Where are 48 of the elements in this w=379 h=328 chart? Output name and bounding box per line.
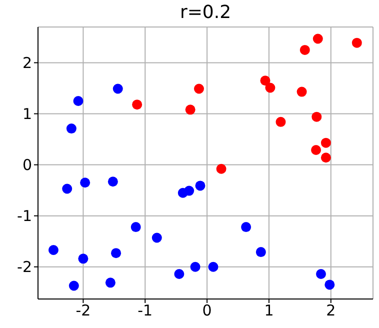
point bbox=[265, 82, 276, 93]
point bbox=[194, 84, 204, 94]
point bbox=[66, 124, 76, 134]
point bbox=[111, 248, 122, 258]
point bbox=[112, 84, 123, 94]
point bbox=[185, 104, 196, 115]
point bbox=[312, 34, 323, 44]
point bbox=[256, 247, 266, 258]
point bbox=[132, 100, 142, 110]
point bbox=[80, 178, 90, 188]
point bbox=[195, 180, 206, 191]
y-tick-label: -2 bbox=[17, 258, 32, 276]
point bbox=[311, 144, 322, 155]
chart-title: r=0.2 bbox=[178, 2, 232, 23]
x-tick-label: 0 bbox=[202, 302, 212, 320]
point bbox=[312, 112, 322, 122]
point bbox=[108, 176, 118, 187]
point bbox=[78, 254, 88, 264]
point bbox=[174, 268, 184, 279]
point bbox=[320, 152, 331, 163]
point bbox=[208, 262, 218, 272]
point bbox=[320, 138, 331, 148]
point bbox=[216, 164, 226, 174]
x-tick-label: -1 bbox=[138, 302, 153, 320]
y-tick-label: 2 bbox=[22, 54, 32, 72]
point bbox=[68, 280, 79, 291]
point bbox=[190, 262, 200, 272]
x-tick-label: 1 bbox=[264, 302, 274, 320]
point bbox=[260, 76, 270, 86]
point bbox=[105, 278, 116, 288]
point bbox=[130, 222, 141, 232]
point bbox=[152, 232, 162, 243]
point bbox=[73, 96, 84, 106]
point bbox=[296, 86, 307, 97]
point bbox=[324, 280, 335, 290]
point bbox=[300, 44, 310, 55]
x-tick-label: -2 bbox=[76, 302, 91, 320]
y-tick-label: 1 bbox=[22, 105, 32, 124]
point bbox=[241, 222, 252, 232]
point bbox=[184, 186, 194, 196]
x-tick-label: 2 bbox=[326, 302, 336, 320]
point bbox=[316, 268, 326, 279]
y-tick-label: -1 bbox=[17, 207, 32, 226]
point bbox=[276, 116, 286, 127]
y-tick-label: 0 bbox=[22, 156, 32, 174]
point bbox=[48, 245, 58, 256]
point bbox=[62, 184, 72, 194]
point bbox=[352, 38, 362, 48]
